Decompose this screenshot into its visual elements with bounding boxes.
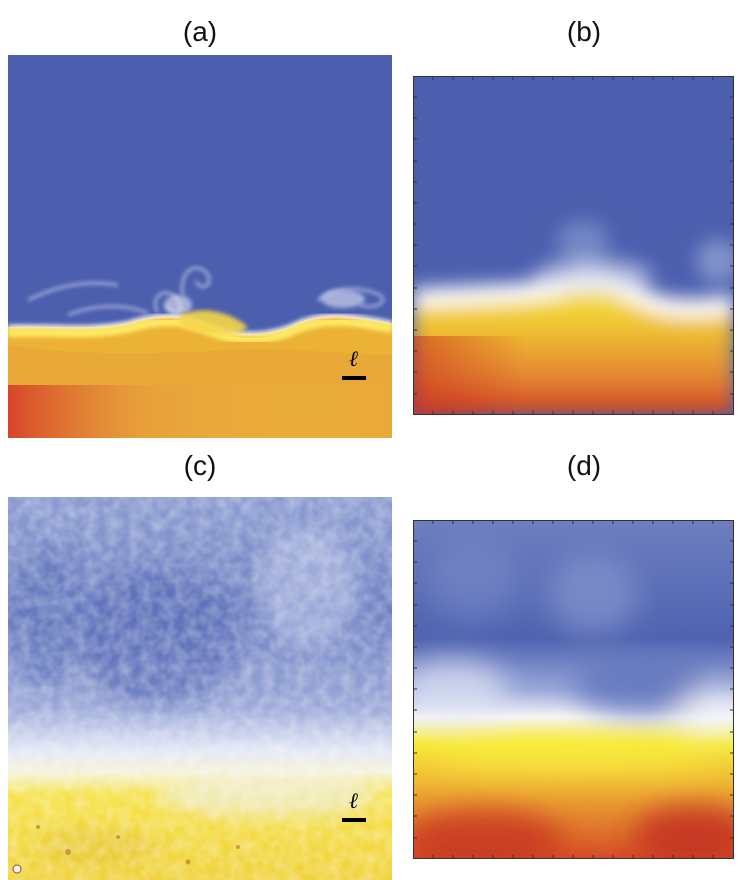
panel-c-field [8,497,392,880]
panel-b-field [413,76,734,415]
panel-c-image: ℓ [8,497,392,880]
panel-d-image [413,520,734,859]
scale-label-a: ℓ [349,346,359,371]
panel-label-c: (c) [183,450,217,481]
scale-label-c: ℓ [349,788,359,813]
scale-bar-a [342,376,366,380]
panel-a-image: ℓ [8,55,392,438]
scale-bar-c [342,818,366,822]
panel-b-image [413,76,734,415]
panel-d-field [413,520,734,859]
panel-label-b: (b) [566,16,602,47]
panel-label-a: (a) [182,16,218,47]
panel-label-d: (d) [566,450,602,481]
panel-a-photo [8,55,392,438]
